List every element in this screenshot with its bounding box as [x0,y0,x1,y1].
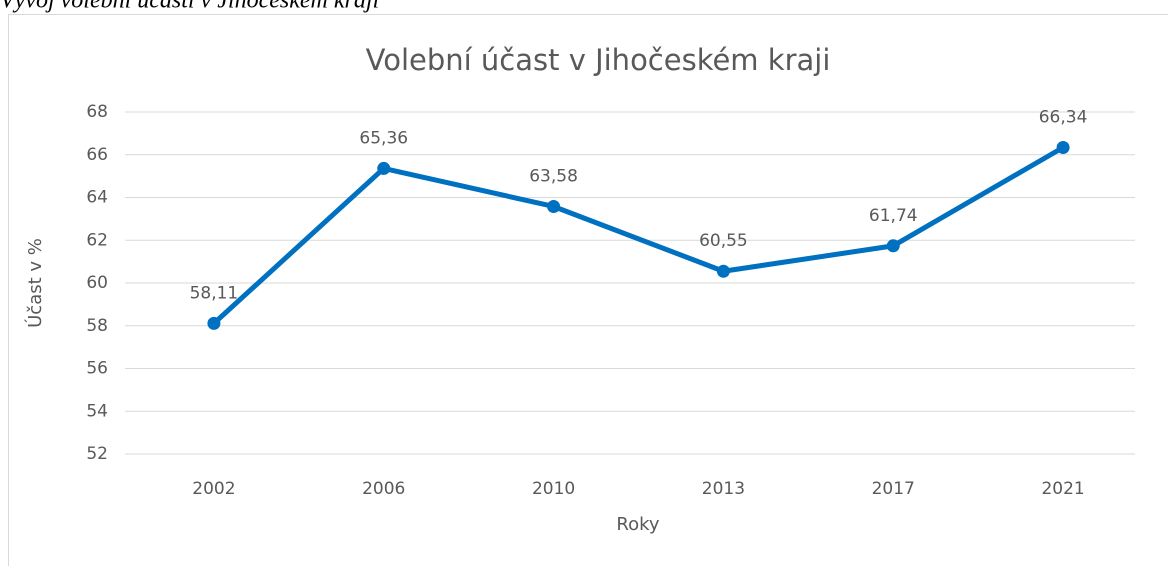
y-tick-label: 54 [86,401,108,421]
y-tick-label: 64 [86,188,108,208]
data-label: 58,11 [190,283,239,303]
x-tick-label: 2002 [192,479,235,499]
x-tick-label: 2006 [362,479,405,499]
chart-border [8,14,1168,566]
data-point [716,264,730,278]
data-label: 65,36 [359,128,408,148]
data-point [207,316,221,330]
x-tick-label: 2013 [702,479,745,499]
y-tick-label: 58 [86,316,108,336]
data-point [886,239,900,253]
x-axis-title: Roky [616,514,659,535]
chart-title: Volební účast v Jihočeském kraji [366,43,831,77]
y-tick-label: 56 [86,359,108,379]
x-tick-label: 2017 [872,479,915,499]
caption: Vývoj volební účasti v Jihočeském kraji [0,0,379,14]
y-tick-label: 62 [86,230,108,250]
y-tick-label: 52 [86,444,108,464]
y-tick-label: 60 [86,273,108,293]
y-tick-label: 66 [86,145,108,165]
series-line [212,145,1065,326]
data-label: 60,55 [699,231,748,251]
data-label: 63,58 [529,166,578,186]
x-tick-label: 2021 [1041,479,1084,499]
data-point [1056,140,1070,154]
data-point [377,161,391,175]
data-label: 61,74 [869,206,918,226]
y-tick-label: 68 [86,102,108,122]
data-label: 66,34 [1039,107,1088,127]
y-axis-title: Účast v % [24,238,46,328]
data-point [547,199,561,213]
x-tick-label: 2010 [532,479,575,499]
